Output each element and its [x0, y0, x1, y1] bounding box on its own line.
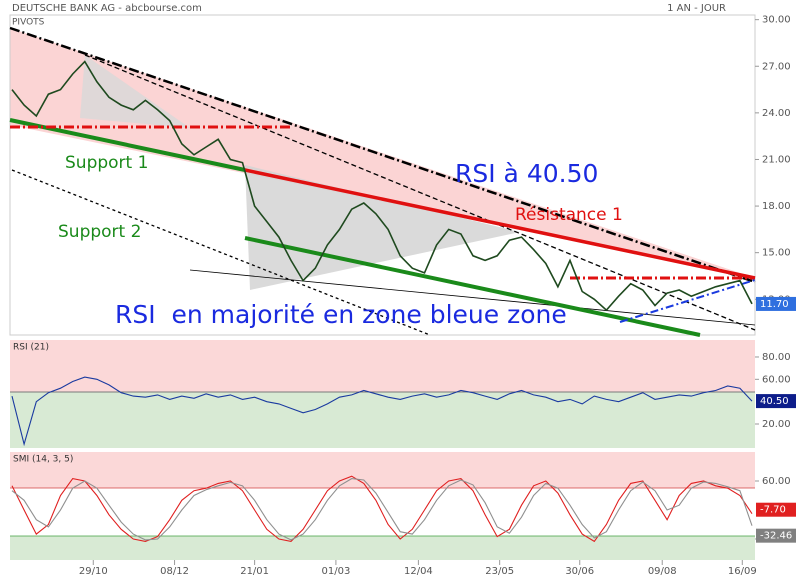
series-line [11, 478, 753, 541]
resistance-line [244, 168, 756, 280]
y-tick-label: 30.00 [762, 15, 791, 26]
zone-high [10, 340, 755, 392]
panel-title: RSI (21) [13, 343, 49, 353]
annotation: Résistance 1 [515, 205, 623, 225]
trend-line [84, 54, 756, 331]
y-tick-label: 80.00 [762, 352, 791, 363]
series-line [11, 475, 753, 543]
annotation: Support 2 [58, 222, 141, 242]
x-tick-label: 08/12 [160, 566, 189, 577]
x-tick-label: 09/08 [648, 566, 677, 577]
gray-triangle [245, 165, 520, 290]
zone-high [10, 452, 755, 488]
annotation: RSI en majorité en zone bleue zone [115, 300, 567, 329]
y-tick-label: 18.00 [762, 201, 791, 212]
y-tick-label: 60.00 [762, 374, 791, 385]
value-tag-label: 40.50 [760, 396, 789, 407]
panel-frame [9, 14, 756, 336]
value-tag-label: -32.46 [760, 531, 792, 542]
y-tick-label: 21.00 [762, 154, 791, 165]
series-line [11, 60, 753, 312]
x-tick-label: 01/03 [321, 566, 350, 577]
y-tick-label: 20.00 [762, 419, 791, 430]
series-line [11, 376, 753, 447]
x-tick-label: 21/01 [240, 566, 269, 577]
x-tick-label: 12/04 [404, 566, 433, 577]
zone-low [10, 392, 755, 448]
x-tick-label: 29/10 [79, 566, 108, 577]
zone-mid [10, 488, 755, 536]
zone-low [10, 536, 755, 560]
value-tag [756, 528, 796, 543]
trend-line [11, 169, 431, 336]
period: 1 AN - JOUR [667, 3, 726, 14]
y-tick-label: 60.00 [762, 476, 791, 487]
trend-line [9, 26, 756, 284]
gray-triangle [80, 55, 190, 128]
value-tag-label: 11.70 [760, 299, 789, 310]
pink-channel [10, 28, 755, 278]
trend-line [619, 279, 756, 323]
annotation: RSI à 40.50 [455, 159, 598, 188]
x-tick-label: 16/09 [728, 566, 757, 577]
y-tick-label: 24.00 [762, 108, 791, 119]
chart-title: DEUTSCHE BANK AG - abcbourse.com [12, 3, 202, 14]
y-tick-label: 15.00 [762, 248, 791, 259]
annotation: Support 1 [65, 153, 148, 173]
value-tag-label: -7.70 [760, 505, 786, 516]
y-tick-label: 27.00 [762, 61, 791, 72]
value-tag [756, 502, 796, 517]
value-tag [756, 394, 796, 409]
value-tag [756, 296, 796, 311]
support-line [244, 236, 701, 337]
trend-line [189, 269, 756, 326]
x-tick-label: 30/06 [565, 566, 594, 577]
pivots-label: PIVOTS [12, 18, 45, 28]
x-tick-label: 23/05 [485, 566, 514, 577]
panel-title: SMI (14, 3, 5) [13, 455, 73, 465]
